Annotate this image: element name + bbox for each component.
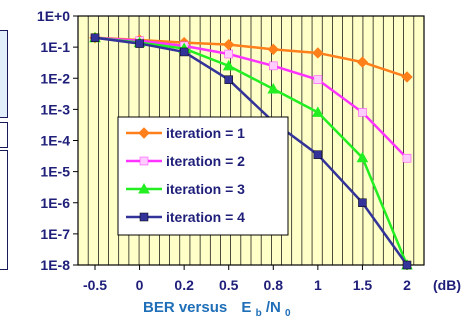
legend-label: iteration = 2 (166, 153, 245, 169)
y-tick-label: 1E-5 (40, 164, 70, 180)
series-line (94, 36, 409, 266)
series-lines (89, 31, 413, 270)
legend-swatch-marker (138, 127, 150, 139)
data-point (313, 75, 323, 84)
series-line (94, 36, 408, 160)
data-point (312, 47, 324, 59)
x-axis-title-sub-0: 0 (285, 308, 291, 319)
data-point (356, 56, 369, 68)
legend-swatch-marker (139, 156, 149, 166)
y-tick-label: 1E+0 (37, 8, 70, 24)
y-tick-label: 1E-2 (40, 70, 70, 86)
data-point (224, 75, 233, 84)
legend-label: iteration = 1 (166, 125, 245, 141)
y-tick-label: 1E-4 (40, 133, 70, 149)
x-tick-label: 2 (403, 277, 411, 293)
series-line (94, 36, 409, 266)
x-tick-label: 0.8 (264, 277, 284, 293)
x-axis-title-prefix: BER versus (143, 299, 227, 316)
x-axis-title-sub-b: b (256, 308, 262, 319)
data-point (312, 106, 324, 117)
partial-panel-edge (0, 122, 8, 148)
legend-swatch-marker (139, 212, 149, 222)
data-point (269, 61, 278, 71)
x-unit-label: (dB) (433, 277, 461, 293)
partial-panel-edge (0, 150, 8, 270)
x-tick-label: 0.5 (219, 277, 239, 293)
data-point (356, 151, 369, 163)
data-point (222, 59, 235, 71)
x-tick-label: 1.5 (353, 277, 373, 293)
data-point (313, 150, 323, 159)
x-tick-label: 0 (136, 277, 144, 293)
x-axis-title-symbol: E (241, 299, 251, 316)
data-point (179, 47, 189, 57)
x-tick-label: 1 (314, 277, 322, 293)
data-point (401, 71, 413, 83)
data-point (90, 33, 100, 43)
x-axis-title-mid: /N (266, 299, 281, 316)
legend-label: iteration = 4 (166, 209, 245, 225)
y-tick-label: 1E-7 (40, 226, 70, 242)
y-tick-label: 1E-6 (40, 195, 70, 211)
data-point (358, 198, 367, 207)
y-tick-label: 1E-3 (40, 101, 70, 117)
y-axis-ticks: 1E+0 1E-1 1E-2 1E-3 1E-4 1E-5 1E-6 1E-7 1E-8 (37, 8, 78, 273)
data-point (358, 108, 367, 117)
legend: iteration = 1 iteration = 2 iteration = 3 i… (117, 116, 289, 236)
x-tick-label: 0.2 (174, 277, 194, 293)
data-point (402, 260, 412, 270)
partial-panel-edge (0, 30, 8, 118)
x-tick-label: -0.5 (83, 277, 107, 293)
data-point (402, 153, 412, 163)
x-axis-title: BER versus E b /N 0 (143, 299, 291, 320)
data-point (267, 83, 280, 94)
data-point (224, 49, 233, 59)
y-tick-label: 1E-8 (40, 257, 70, 273)
data-point (267, 43, 279, 56)
data-point (223, 38, 235, 51)
data-point (135, 39, 144, 48)
legend-swatch-marker (138, 182, 150, 194)
x-axis-ticks: -0.5 0 0.2 0.5 0.8 1 1.5 2 (83, 265, 411, 293)
legend-label: iteration = 3 (166, 181, 245, 197)
y-tick-label: 1E-1 (40, 39, 70, 55)
